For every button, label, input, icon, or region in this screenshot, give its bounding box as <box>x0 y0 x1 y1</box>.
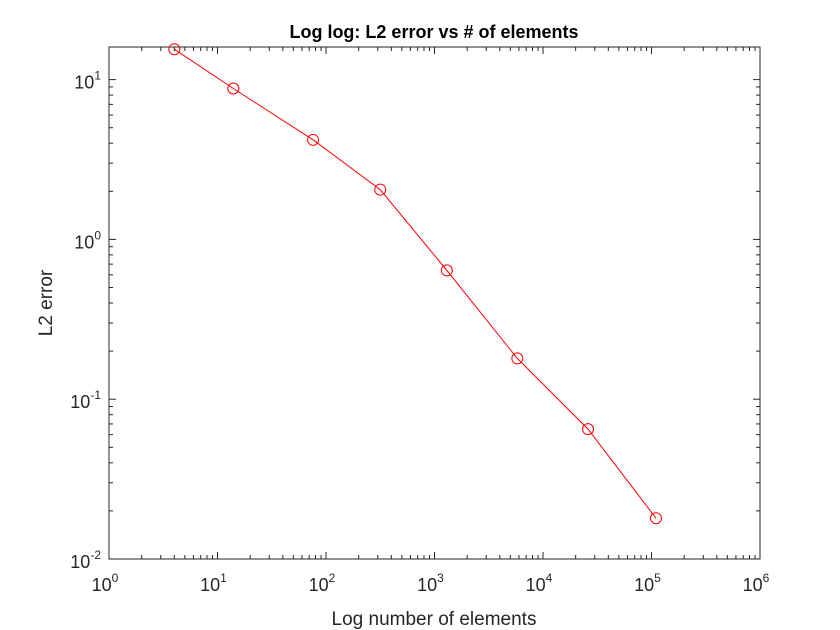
y-axis-label: L2 error <box>36 269 57 336</box>
x-tick-label: 106 <box>743 571 770 595</box>
chart-title: Log log: L2 error vs # of elements <box>289 22 578 42</box>
x-tick-label: 104 <box>526 571 553 595</box>
series-line <box>174 48 657 519</box>
plot-area-box <box>108 46 761 560</box>
data-point-marker <box>307 133 320 146</box>
y-axis: 10-2 10-1 100 101 <box>70 69 760 572</box>
x-tick-label: 101 <box>200 571 227 595</box>
data-point-marker <box>649 512 662 525</box>
x-tick-label: 100 <box>92 571 119 595</box>
y-tick-label: 101 <box>74 69 101 93</box>
y-tick-label: 10-2 <box>70 548 101 572</box>
data-point-marker <box>227 82 240 95</box>
x-axis-label: Log number of elements <box>332 609 537 630</box>
data-point-marker <box>582 423 595 436</box>
series-layer <box>168 43 662 525</box>
data-point-marker <box>440 264 453 277</box>
data-point-marker <box>374 183 387 196</box>
x-tick-label: 105 <box>634 571 661 595</box>
y-tick-label: 100 <box>74 228 101 252</box>
data-point-marker <box>168 43 181 56</box>
x-tick-label: 102 <box>309 571 336 595</box>
x-axis: 100 101 102 103 104 105 106 <box>92 47 770 595</box>
y-tick-label: 10-1 <box>70 388 101 412</box>
x-tick-label: 103 <box>417 571 444 595</box>
data-point-marker <box>511 352 524 365</box>
